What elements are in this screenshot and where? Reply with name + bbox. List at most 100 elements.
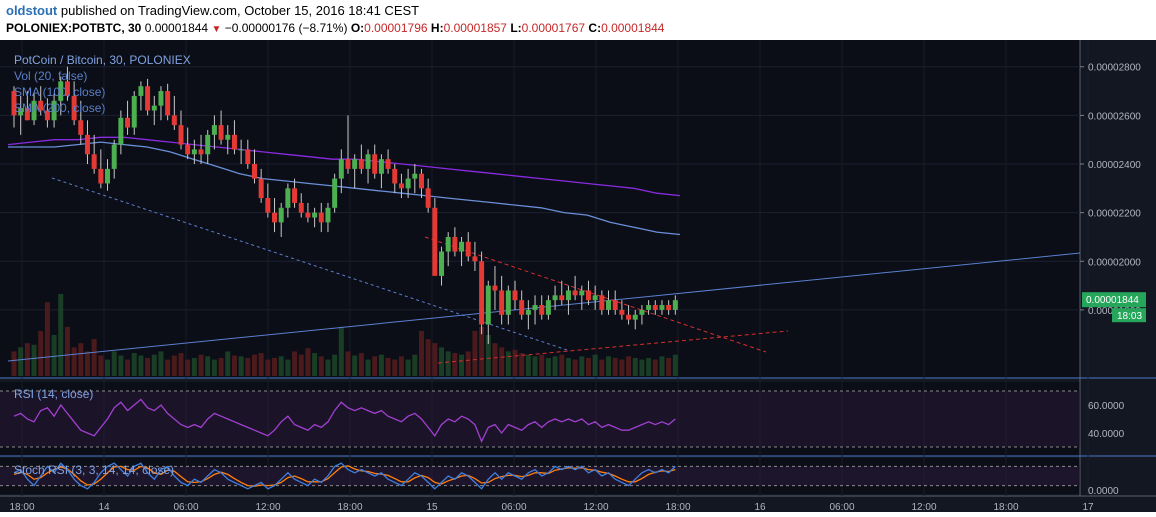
support-trendline[interactable]: [51, 177, 571, 352]
candle-down: [619, 309, 625, 315]
candle-up: [191, 149, 197, 155]
volume-bar: [111, 351, 117, 376]
candle-down: [432, 207, 438, 276]
indicator-label: SMA (100, close): [14, 85, 105, 99]
volume-bar: [378, 354, 384, 376]
volume-bar: [151, 354, 157, 376]
candle-up: [332, 178, 338, 208]
candle-up: [659, 305, 665, 310]
candle-up: [639, 309, 645, 315]
volume-bar: [258, 353, 264, 376]
time-axis[interactable]: 18:00 14 06:00 12:00 18:00 15 06:00 12:00 18:00 1…: [9, 502, 1094, 513]
last-price-badge: [1082, 292, 1146, 308]
candle-down: [24, 108, 30, 121]
candle-up: [445, 236, 451, 252]
stoch-tick-label: 0.0000: [1088, 486, 1119, 497]
volume-bar: [672, 354, 678, 376]
volume-bar: [145, 357, 151, 376]
price-change: −0.00000176 (−8.71%): [224, 21, 348, 35]
volume-bar: [198, 354, 204, 376]
volume-bar: [245, 357, 251, 376]
price-axis[interactable]: 0.00002800 0.00002600 0.00002400 0.00002200…: [1080, 63, 1146, 323]
volume-bar: [405, 359, 411, 376]
candle-up: [439, 251, 445, 276]
volume-bar: [632, 357, 638, 376]
candle-down: [91, 154, 97, 169]
volume-bar: [398, 356, 404, 376]
volume-bar: [666, 357, 672, 376]
candle-up: [131, 95, 137, 128]
volume-bar: [559, 354, 565, 376]
x-tick-label: 12:00: [911, 502, 936, 512]
candle-down: [492, 285, 498, 291]
volume-bar: [525, 354, 531, 376]
volume-bar: [171, 355, 177, 376]
candle-up: [238, 149, 244, 151]
candles: [11, 66, 678, 344]
candle-up: [412, 173, 418, 179]
volume-bar: [251, 354, 257, 376]
candle-down: [198, 149, 204, 155]
close-value: 0.00001844: [601, 21, 665, 35]
volume-bar: [191, 357, 197, 376]
x-tick-label: 18:00: [993, 502, 1018, 512]
candle-down: [499, 290, 505, 315]
volume-bar: [125, 359, 131, 376]
candle-up: [485, 285, 491, 325]
symbol-label: POLONIEX:POTBTC, 30: [6, 21, 142, 35]
candle-down: [626, 314, 632, 320]
candle-down: [265, 198, 271, 213]
volume-bar: [385, 357, 391, 376]
candle-down: [385, 159, 391, 169]
candle-down: [465, 241, 471, 257]
author-link[interactable]: oldstout: [6, 3, 58, 18]
volume-bar: [98, 355, 104, 376]
volume-bar: [432, 343, 438, 376]
volume-bar: [298, 354, 304, 376]
rsi-line: [13, 398, 676, 444]
candle-down: [298, 202, 304, 213]
volume-bar: [165, 359, 171, 376]
chart-area[interactable]: 0.00002800 0.00002600 0.00002400 0.00002200…: [0, 40, 1156, 513]
volume-bar: [38, 330, 44, 376]
volume-bar: [452, 353, 458, 376]
ohlc-readout: POLONIEX:POTBTC, 30 0.00001844 ▼ −0.0000…: [6, 21, 664, 35]
y-tick-label: 0.00002200: [1088, 209, 1141, 220]
stoch-title: Stoch RSI (3, 3, 14, 14, close): [14, 463, 174, 477]
volume-bar: [352, 355, 358, 376]
high-value: 0.00001857: [443, 21, 507, 35]
candle-down: [345, 159, 351, 169]
volume-bar: [412, 354, 418, 376]
candle-down: [585, 290, 591, 301]
price-chart[interactable]: 0.00002800 0.00002600 0.00002400 0.00002200…: [0, 40, 1156, 513]
x-tick-label: 16: [754, 502, 766, 512]
candle-down: [479, 261, 485, 325]
candle-up: [459, 241, 465, 252]
candle-down: [11, 91, 17, 116]
volume-bar: [238, 356, 244, 376]
candle-up: [545, 300, 551, 315]
volume-bar: [599, 359, 605, 376]
candle-up: [18, 108, 24, 116]
candle-up: [31, 100, 37, 121]
candle-up: [325, 207, 331, 223]
volume-bar: [285, 359, 291, 376]
candle-up: [158, 91, 164, 106]
candle-up: [205, 134, 211, 155]
main-pane-title: PotCoin / Bitcoin, 30, POLONIEX: [14, 53, 191, 67]
volume-bar: [292, 351, 298, 376]
candle-down: [38, 100, 44, 111]
candle-down: [372, 154, 378, 174]
volume-bar: [425, 339, 431, 376]
volume-bar: [218, 357, 224, 376]
volume-bar: [178, 353, 184, 376]
candle-down: [251, 164, 257, 179]
triangle-support-trendline[interactable]: [437, 330, 789, 364]
x-tick-label: 06:00: [173, 502, 198, 512]
rsi-indicator: 60.0000 40.0000 RSI (14, close): [0, 387, 1125, 448]
candle-down: [305, 212, 311, 218]
volume-bar: [646, 357, 652, 376]
candle-down: [292, 188, 298, 203]
volume-bar: [305, 348, 311, 376]
candle-down: [165, 91, 171, 116]
